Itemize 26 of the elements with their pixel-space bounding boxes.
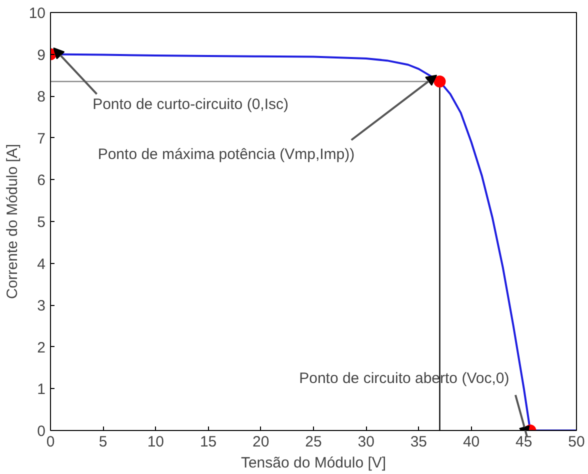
y-axis-title: Corrente do Módulo [A] [4,144,21,300]
point [434,75,446,88]
x-tick-label: 45 [516,434,532,450]
x-tick-label: 30 [358,434,374,450]
x-tick-label: 5 [98,434,108,450]
x-tick-label: 40 [462,434,480,450]
y-tick-label: 0 [37,423,46,440]
x-axis-title: Tensão do Módulo [V] [240,454,386,472]
x-tick-label: 50 [568,434,585,450]
y-tick-label: 6 [37,172,46,190]
y-tick-label: 4 [37,256,46,273]
y-tick-label: 5 [37,214,46,231]
y-tick-label: 9 [37,46,46,64]
annotation: Ponto de curto-circuito (0,Isc) [92,96,288,113]
y-tick-label: 3 [37,298,46,315]
y-tick-label: 10 [28,5,46,22]
y-tick-label: 1 [37,381,46,398]
annotation: Ponto de máxima potência (Vmp,Imp)) [98,146,355,164]
x-tick-label: 10 [147,434,164,450]
x-tick-label: 35 [410,434,428,450]
y-tick-label: 2 [37,339,46,356]
y-tick-label: 8 [37,88,46,106]
y-tick-label: 7 [37,130,46,148]
x-tick-label: 15 [200,434,217,450]
x-tick-label: 20 [252,434,270,450]
x-tick-label: 25 [305,434,322,450]
